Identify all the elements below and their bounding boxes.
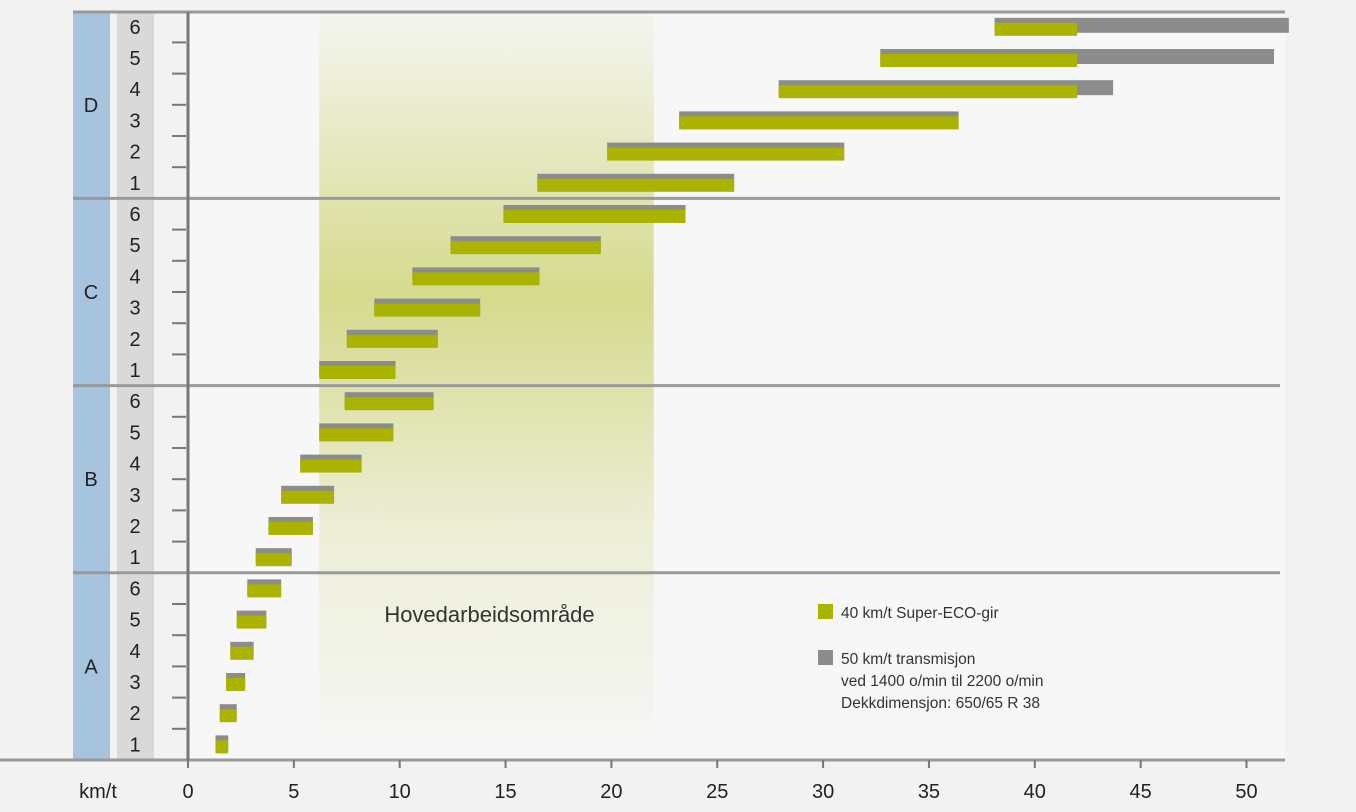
legend-text: 50 km/t transmisjon	[841, 651, 975, 668]
gear-label: 4	[129, 79, 140, 101]
gear-label: 6	[129, 578, 140, 600]
gear-label: 6	[129, 391, 140, 413]
gear-band-a	[117, 572, 154, 760]
gear-label: 2	[129, 703, 140, 725]
bar-super-eco-40	[319, 366, 396, 379]
bar-super-eco-40	[255, 553, 292, 567]
gear-label: 1	[129, 360, 140, 382]
x-tick-label: 20	[600, 781, 622, 803]
group-gear-bands: A 1 2 3 4 5 6 B 1 2 3 4 5 6 C 1 2 3 4 5 6 D 1 2 3 4 5 6	[73, 11, 154, 760]
bar-super-eco-40	[230, 646, 254, 660]
gear-label: 6	[129, 17, 140, 39]
group-band-d	[73, 11, 110, 199]
bar-super-eco-40	[268, 522, 313, 535]
gear-label: 4	[129, 641, 140, 663]
legend: 40 km/t Super-ECO-gir 50 km/t transmisjon…	[818, 604, 1043, 712]
group-label: C	[84, 282, 98, 304]
gear-label: 4	[129, 266, 140, 288]
bar-super-eco-40	[778, 85, 1078, 99]
gear-label: 1	[129, 734, 140, 756]
gear-label: 1	[129, 547, 140, 569]
legend-text: 40 km/t Super-ECO-gir	[841, 605, 999, 622]
x-tick-label: 25	[706, 781, 728, 803]
group-label: A	[84, 656, 98, 678]
x-axis: km/t 0 5 10 15 20 25 30 35 40 45 50	[79, 760, 1258, 803]
legend-swatch	[818, 650, 833, 665]
bar-super-eco-40	[679, 116, 959, 130]
bar-super-eco-40	[412, 272, 540, 286]
bar-super-eco-40	[607, 147, 845, 161]
x-tick-label: 15	[494, 781, 516, 803]
gear-label: 3	[129, 672, 140, 694]
x-tick-label: 10	[389, 781, 411, 803]
bar-super-eco-40	[503, 210, 686, 223]
gear-label: 3	[129, 485, 140, 507]
x-tick-label: 30	[812, 781, 834, 803]
bar-super-eco-40	[344, 397, 434, 411]
x-unit-label: km/t	[79, 781, 117, 803]
bar-super-eco-40	[300, 459, 362, 473]
bar-super-eco-40	[319, 428, 394, 442]
gear-label: 6	[129, 204, 140, 226]
group-label: B	[84, 469, 97, 491]
x-tick-label: 0	[182, 781, 193, 803]
speed-range-bars	[215, 17, 1289, 754]
gear-label: 5	[129, 422, 140, 444]
bar-super-eco-40	[994, 22, 1078, 36]
gear-label: 3	[129, 298, 140, 320]
x-tick-label: 50	[1235, 781, 1257, 803]
bar-super-eco-40	[537, 178, 735, 192]
group-band-c	[73, 198, 110, 386]
bar-super-eco-40	[450, 241, 601, 255]
gear-label: 2	[129, 329, 140, 351]
x-tick-label: 40	[1024, 781, 1046, 803]
gear-label: 5	[129, 610, 140, 632]
x-tick-label: 35	[918, 781, 940, 803]
bar-super-eco-40	[236, 615, 267, 629]
bar-super-eco-40	[281, 490, 335, 504]
legend-text: ved 1400 o/min til 2200 o/min	[841, 673, 1043, 690]
y-ticks	[172, 41, 186, 730]
group-band-b	[73, 385, 110, 573]
gear-label: 2	[129, 142, 140, 164]
gear-label: 5	[129, 48, 140, 70]
gear-band-b	[117, 385, 154, 573]
bar-super-eco-40	[346, 334, 438, 348]
group-label: D	[84, 95, 98, 117]
gear-label: 1	[129, 173, 140, 195]
main-working-range-label: Hovedarbeidsområde	[384, 602, 594, 627]
group-separators	[0, 10, 1285, 762]
gear-band-c	[117, 198, 154, 386]
bar-super-eco-40	[880, 54, 1078, 67]
bar-super-eco-40	[215, 740, 229, 754]
bar-super-eco-40	[247, 584, 282, 598]
x-tick-label: 45	[1130, 781, 1152, 803]
gear-label: 5	[129, 235, 140, 257]
legend-swatch	[818, 604, 833, 619]
group-band-a	[73, 572, 110, 760]
legend-text: Dekkdimensjon: 650/65 R 38	[841, 695, 1040, 712]
gear-label: 3	[129, 110, 140, 132]
bar-super-eco-40	[374, 303, 481, 317]
bar-super-eco-40	[219, 709, 237, 723]
gear-label: 2	[129, 516, 140, 538]
bar-super-eco-40	[226, 678, 246, 691]
gear-label: 4	[129, 454, 140, 476]
x-tick-label: 5	[288, 781, 299, 803]
gear-band-d	[117, 11, 154, 199]
